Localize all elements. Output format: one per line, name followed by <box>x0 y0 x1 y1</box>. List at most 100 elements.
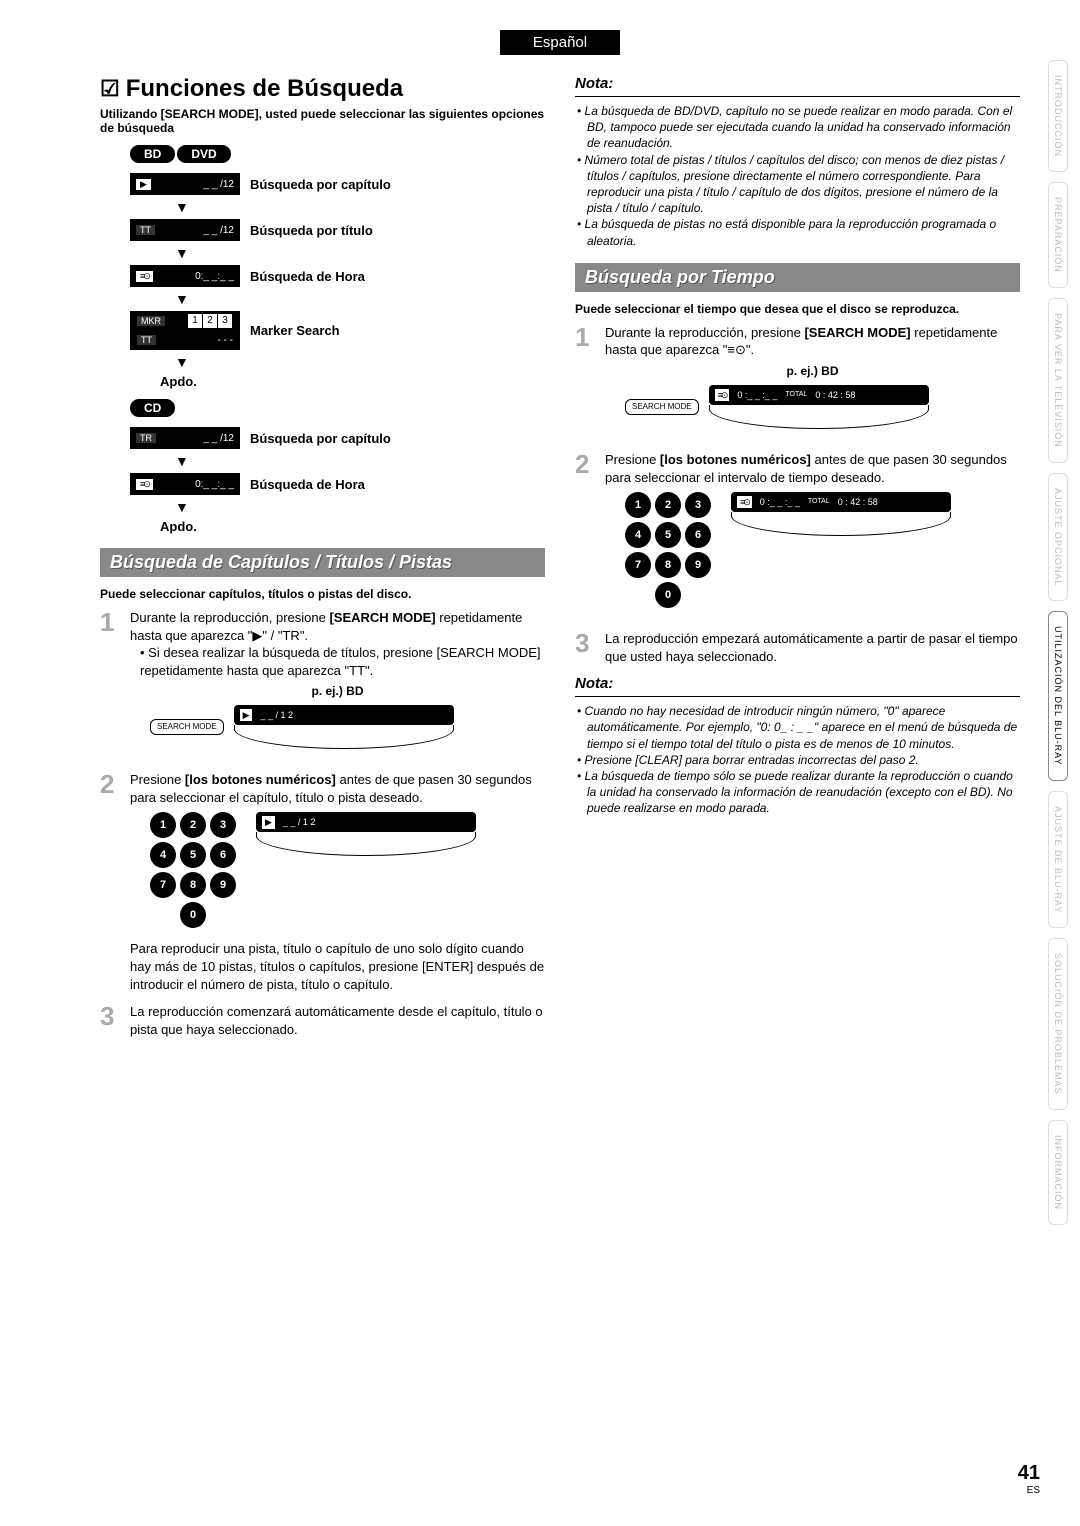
key-3: 3 <box>685 492 711 518</box>
play-icon <box>262 816 275 828</box>
apdo-label: Apdo. <box>130 374 545 389</box>
tab-bluray-adj[interactable]: AJUSTE DE BLU-RAY <box>1048 791 1068 928</box>
step-number: 2 <box>575 451 597 620</box>
osd-bar-1: _ _ / 1 2 <box>234 705 454 725</box>
nota2-title: Nota: <box>575 675 1020 692</box>
tab-tv[interactable]: PARA VER LA TELEVISIÓN <box>1048 298 1068 463</box>
key-4: 4 <box>150 842 176 868</box>
play-icon <box>136 179 151 190</box>
osd2-text: _ _ / 1 2 <box>283 816 316 828</box>
time-display: 0:_ _:_ _ <box>195 271 234 282</box>
page-num-value: 41 <box>1018 1462 1040 1484</box>
nota1-item-3: La búsqueda de pistas no está disponible… <box>587 216 1020 248</box>
osd-total-2: 0 : 42 : 58 <box>838 496 878 508</box>
s1-1b: [SEARCH MODE] <box>329 610 435 625</box>
page-number: 41 ES <box>1018 1462 1040 1496</box>
mode-title: TT _ _ /12 Búsqueda por título <box>130 219 545 241</box>
step-body: Durante la reproducción, presione [SEARC… <box>130 609 545 761</box>
key-5: 5 <box>180 842 206 868</box>
tab-bluray[interactable]: UTILIZACIÓN DEL BLU-RAY <box>1048 611 1068 781</box>
step-number: 1 <box>575 324 597 441</box>
marker-numbers: 1 2 3 <box>187 313 233 329</box>
ej-label-1: p. ej.) BD <box>130 683 545 699</box>
keypad-1: 1 2 3 4 5 6 7 8 9 0 <box>150 812 236 928</box>
play-icon <box>240 709 253 721</box>
bd-pill: BD <box>130 145 175 163</box>
key-0: 0 <box>180 902 206 928</box>
section1-step2: 2 Presione [los botones numéricos] antes… <box>100 771 545 993</box>
language-tab: Español <box>500 30 620 55</box>
key-1: 1 <box>625 492 651 518</box>
osd1-text: _ _ / 1 2 <box>260 709 293 721</box>
mode-track: TR _ _ /12 Búsqueda por capítulo <box>130 427 545 449</box>
osd-bar-time-2: 0 :_ _ :_ _ TOTAL 0 : 42 : 58 <box>731 492 951 512</box>
mode-marker: MKR 1 2 3 TT - - - Marker Search <box>130 311 545 350</box>
tab-intro[interactable]: INTRODUCCIÓN <box>1048 60 1068 172</box>
key-7: 7 <box>150 872 176 898</box>
section2-step2: 2 Presione [los botones numéricos] antes… <box>575 451 1020 620</box>
tab-trouble[interactable]: SOLUCIÓN DE PROBLEMAS <box>1048 938 1068 1110</box>
total-label-2: TOTAL <box>808 497 830 506</box>
cd-pill: CD <box>130 399 175 417</box>
key-6: 6 <box>685 522 711 548</box>
s2-1b: [SEARCH MODE] <box>804 325 910 340</box>
remote-diagram-1: SEARCH MODE _ _ / 1 2 <box>150 705 545 749</box>
section2-banner: Búsqueda por Tiempo <box>575 263 1020 292</box>
right-column: Nota: La búsqueda de BD/DVD, capítulo no… <box>575 75 1020 1048</box>
step-body: La reproducción comenzará automáticament… <box>130 1003 545 1038</box>
page-title: ☑Funciones de Búsqueda <box>100 75 545 103</box>
key-7: 7 <box>625 552 651 578</box>
curve-decoration <box>234 725 454 749</box>
s1-step2-para: Para reproducir una pista, título o capí… <box>130 940 545 993</box>
tt-tag-2: TT <box>137 335 156 345</box>
s2-2a: Presione <box>605 452 660 467</box>
mode-time-box: 0:_ _:_ _ <box>130 265 240 287</box>
nota2-item-1: Cuando no hay necesidad de introducir ni… <box>587 703 1020 752</box>
time-label: Búsqueda de Hora <box>250 269 365 284</box>
apdo-label-2: Apdo. <box>130 519 545 534</box>
key-5: 5 <box>655 522 681 548</box>
curve-decoration <box>709 405 929 429</box>
keypad-row-2: 1 2 3 4 5 6 7 8 9 0 0 :_ _ : <box>625 492 1020 608</box>
tab-optional[interactable]: AJUSTE OPCIONAL <box>1048 473 1068 602</box>
disc-row-bddvd: BD DVD <box>130 145 545 163</box>
nota1-item-2: Número total de pistas / títulos / capít… <box>587 152 1020 217</box>
time-cd-label: Búsqueda de Hora <box>250 477 365 492</box>
page-lang: ES <box>1018 1485 1040 1496</box>
tr-tag: TR <box>136 433 156 443</box>
key-0: 0 <box>655 582 681 608</box>
mkr-3: 3 <box>218 314 232 328</box>
nota1-title: Nota: <box>575 75 1020 92</box>
nota2-item-3: La búsqueda de tiempo sólo se puede real… <box>587 768 1020 817</box>
key-8: 8 <box>180 872 206 898</box>
marker-label: Marker Search <box>250 323 340 338</box>
key-4: 4 <box>625 522 651 548</box>
mode-time: 0:_ _:_ _ Búsqueda de Hora <box>130 265 545 287</box>
arrow-icon: ▼ <box>130 453 545 469</box>
section2-step3: 3 La reproducción empezará automáticamen… <box>575 630 1020 665</box>
title-label: Búsqueda por título <box>250 223 373 238</box>
time-icon <box>136 271 153 282</box>
key-8: 8 <box>655 552 681 578</box>
chapter-label: Búsqueda por capítulo <box>250 177 391 192</box>
check-icon: ☑ <box>100 76 120 101</box>
s1-bullet: Si desea realizar la búsqueda de títulos… <box>140 644 545 679</box>
tab-info[interactable]: INFORMACIÓN <box>1048 1120 1068 1225</box>
keypad-2: 1 2 3 4 5 6 7 8 9 0 <box>625 492 711 608</box>
time-icon <box>715 389 730 401</box>
chapter-display: _ _ /12 <box>203 179 234 190</box>
key-2: 2 <box>655 492 681 518</box>
nota-1: Nota: La búsqueda de BD/DVD, capítulo no… <box>575 75 1020 249</box>
tab-prep[interactable]: PREPARACIÓN <box>1048 182 1068 288</box>
time-cd-display: 0:_ _:_ _ <box>195 479 234 490</box>
s2-2b: [los botones numéricos] <box>660 452 811 467</box>
ej-label-2: p. ej.) BD <box>605 363 1020 379</box>
step-number: 2 <box>100 771 122 993</box>
arrow-icon: ▼ <box>130 291 545 307</box>
title-text: Funciones de Búsqueda <box>126 75 403 102</box>
left-column: ☑Funciones de Búsqueda Utilizando [SEARC… <box>100 75 545 1048</box>
search-mode-button: SEARCH MODE <box>625 399 699 415</box>
mkr-tag: MKR <box>137 316 165 326</box>
disc-row-cd: CD <box>130 399 545 417</box>
section1-subhead: Puede seleccionar capítulos, títulos o p… <box>100 587 545 601</box>
